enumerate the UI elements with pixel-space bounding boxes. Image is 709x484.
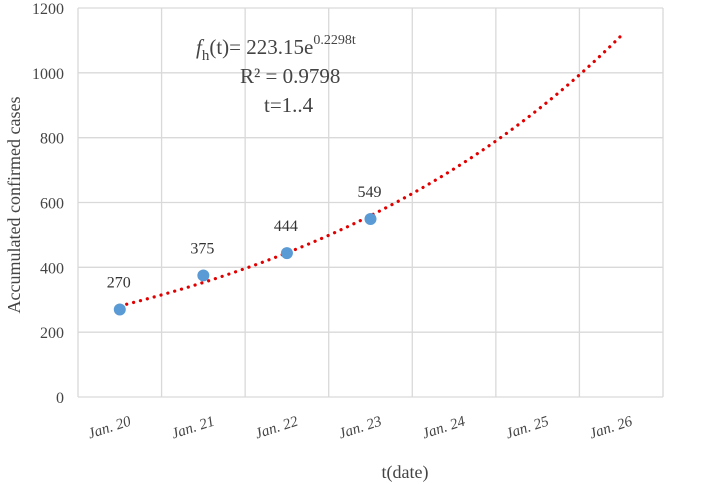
x-tick-label: Jan. 22 bbox=[253, 413, 300, 442]
y-tick-label: 800 bbox=[40, 131, 64, 148]
y-tick-label: 0 bbox=[56, 390, 64, 407]
data-point bbox=[364, 213, 377, 226]
x-tick-label: Jan. 26 bbox=[587, 413, 634, 442]
trend-equation: fh(t)= 223.15e0.2298t bbox=[196, 33, 356, 64]
x-tick-label: Jan. 21 bbox=[170, 414, 217, 443]
x-axis-ticks: Jan. 20 Jan. 21 Jan. 22 Jan. 23 Jan. 24 Jan. … bbox=[86, 413, 635, 442]
y-tick-label: 400 bbox=[40, 260, 64, 277]
gridlines bbox=[77, 7, 664, 398]
y-tick-label: 600 bbox=[40, 196, 64, 213]
data-label: 444 bbox=[274, 218, 298, 235]
x-axis-title: t(date) bbox=[382, 462, 429, 483]
data-point bbox=[197, 269, 210, 282]
y-tick-label: 1200 bbox=[32, 1, 64, 18]
equation-function: f bbox=[196, 35, 205, 59]
data-point bbox=[280, 247, 293, 260]
y-axis-title: Accumulated confirmed cases bbox=[4, 97, 24, 314]
trendline bbox=[118, 34, 623, 308]
exponential-trendline bbox=[118, 34, 623, 308]
y-axis-ticks: 0 200 400 600 800 1000 1200 bbox=[32, 1, 64, 407]
data-point bbox=[113, 303, 126, 316]
equation-body: (t)= 223.15e bbox=[209, 35, 313, 59]
y-tick-label: 1000 bbox=[32, 66, 64, 83]
r-squared-label: R² = 0.9798 bbox=[240, 64, 340, 88]
equation-exponent: 0.2298t bbox=[313, 33, 356, 48]
equation-subscript: h bbox=[202, 48, 210, 64]
y-tick-label: 200 bbox=[40, 325, 64, 342]
x-tick-label: Jan. 20 bbox=[86, 413, 133, 442]
data-labels: 270 375 444 549 bbox=[107, 184, 382, 291]
data-label: 549 bbox=[358, 184, 382, 201]
x-tick-label: Jan. 24 bbox=[420, 413, 467, 442]
x-tick-label: Jan. 25 bbox=[504, 413, 551, 442]
x-tick-label: Jan. 23 bbox=[337, 414, 384, 443]
fit-range-label: t=1..4 bbox=[264, 93, 314, 117]
data-label: 270 bbox=[107, 274, 131, 291]
data-label: 375 bbox=[190, 240, 214, 257]
data-points bbox=[113, 213, 377, 316]
